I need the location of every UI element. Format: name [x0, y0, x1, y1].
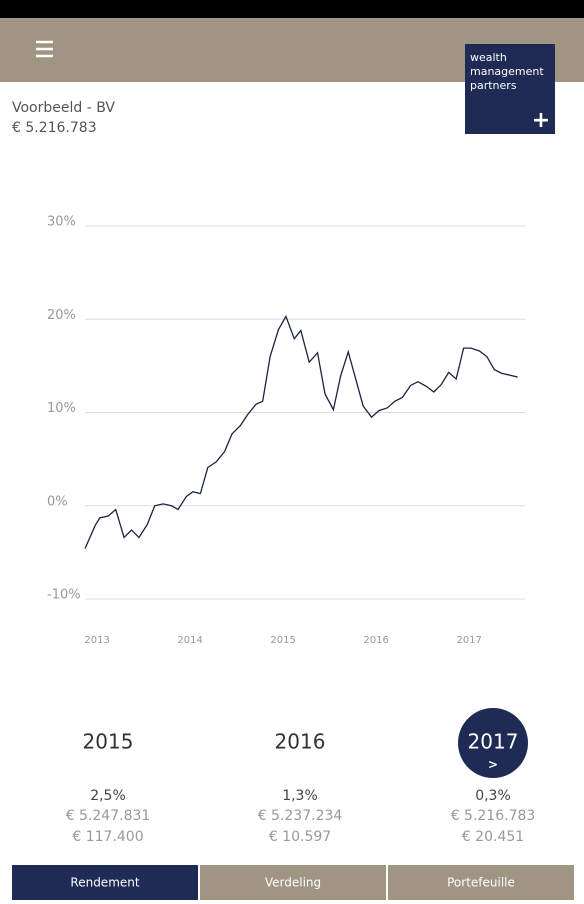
x-tick-label: 2017 — [456, 635, 481, 646]
y-tick-label: 30% — [47, 215, 76, 230]
tab-label[interactable]: Verdeling — [265, 876, 321, 890]
x-tick-label: 2013 — [84, 635, 109, 646]
y-tick-label: 0% — [47, 494, 68, 509]
account-title: Voorbeeld - BV — [12, 100, 115, 116]
status-bar — [0, 0, 584, 18]
menu-button[interactable] — [36, 40, 53, 58]
logo-mark: + — [532, 108, 550, 133]
year-more: > — [488, 758, 498, 772]
x-tick-label: 2015 — [270, 635, 295, 646]
year-change: € 117.400 — [72, 829, 143, 845]
y-tick-label: -10% — [47, 588, 81, 603]
year-value: € 5.247.831 — [66, 808, 151, 824]
year-value: € 5.216.783 — [451, 808, 536, 824]
x-tick-label: 2016 — [363, 635, 388, 646]
logo-text: partners — [470, 79, 517, 92]
tab[interactable] — [388, 865, 574, 900]
year-return: 1,3% — [282, 788, 318, 804]
x-tick-label: 2014 — [177, 635, 202, 646]
account-amount: € 5.216.783 — [12, 120, 97, 136]
y-tick-label: 10% — [47, 401, 76, 416]
year[interactable]: 2016 — [275, 730, 326, 754]
year-return: 2,5% — [90, 788, 126, 804]
tab-label[interactable]: Rendement — [70, 876, 139, 890]
tab[interactable] — [200, 865, 386, 900]
year-change: € 20.451 — [462, 829, 524, 845]
year[interactable]: 2017 — [468, 730, 519, 754]
year[interactable]: 2015 — [83, 730, 134, 754]
year-selected[interactable] — [458, 708, 528, 778]
year-change: € 10.597 — [269, 829, 331, 845]
logo-text: management — [470, 65, 544, 78]
logo[interactable] — [465, 44, 555, 134]
year-value: € 5.237.234 — [258, 808, 343, 824]
y-tick-label: 20% — [47, 308, 76, 323]
tab[interactable] — [12, 865, 198, 900]
tab-label[interactable]: Portefeuille — [447, 876, 515, 890]
line-series — [84, 314, 518, 549]
logo-text: wealth — [470, 51, 507, 64]
year-return: 0,3% — [475, 788, 511, 804]
